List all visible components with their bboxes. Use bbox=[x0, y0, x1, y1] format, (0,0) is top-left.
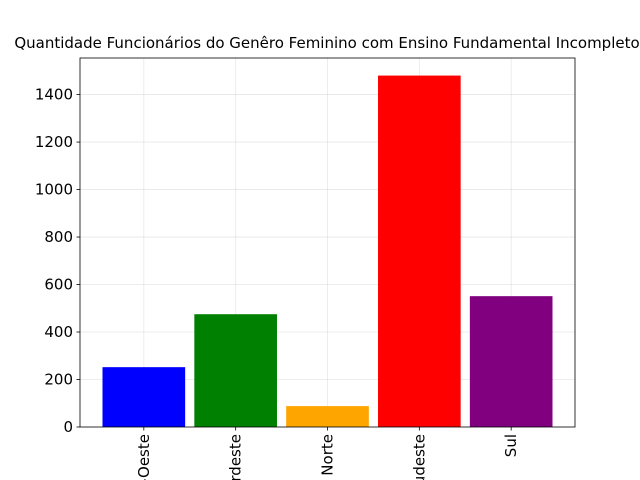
bar bbox=[194, 314, 277, 427]
x-tick-label: Centro-Oeste bbox=[135, 434, 153, 480]
x-tick-label: Nordeste bbox=[227, 434, 245, 480]
bar bbox=[286, 406, 369, 427]
y-tick-label: 1000 bbox=[35, 181, 73, 199]
y-tick-label: 800 bbox=[44, 228, 73, 246]
x-tick-label: Sudeste bbox=[410, 434, 428, 480]
y-tick-label: 400 bbox=[44, 323, 73, 341]
x-tick-label: Norte bbox=[319, 434, 337, 476]
chart-title: Quantidade Funcionários do Genêro Femini… bbox=[14, 34, 639, 52]
y-tick-label: 200 bbox=[44, 371, 73, 389]
y-tick-label: 600 bbox=[44, 276, 73, 294]
bar bbox=[102, 367, 186, 427]
x-tick-label: Sul bbox=[502, 434, 520, 457]
bar bbox=[378, 75, 461, 428]
plot-frame bbox=[79, 57, 576, 428]
y-tick-label: 1200 bbox=[35, 133, 73, 151]
y-tick-label: 0 bbox=[63, 418, 73, 436]
y-tick-label: 1400 bbox=[35, 86, 73, 104]
bar bbox=[469, 296, 553, 427]
